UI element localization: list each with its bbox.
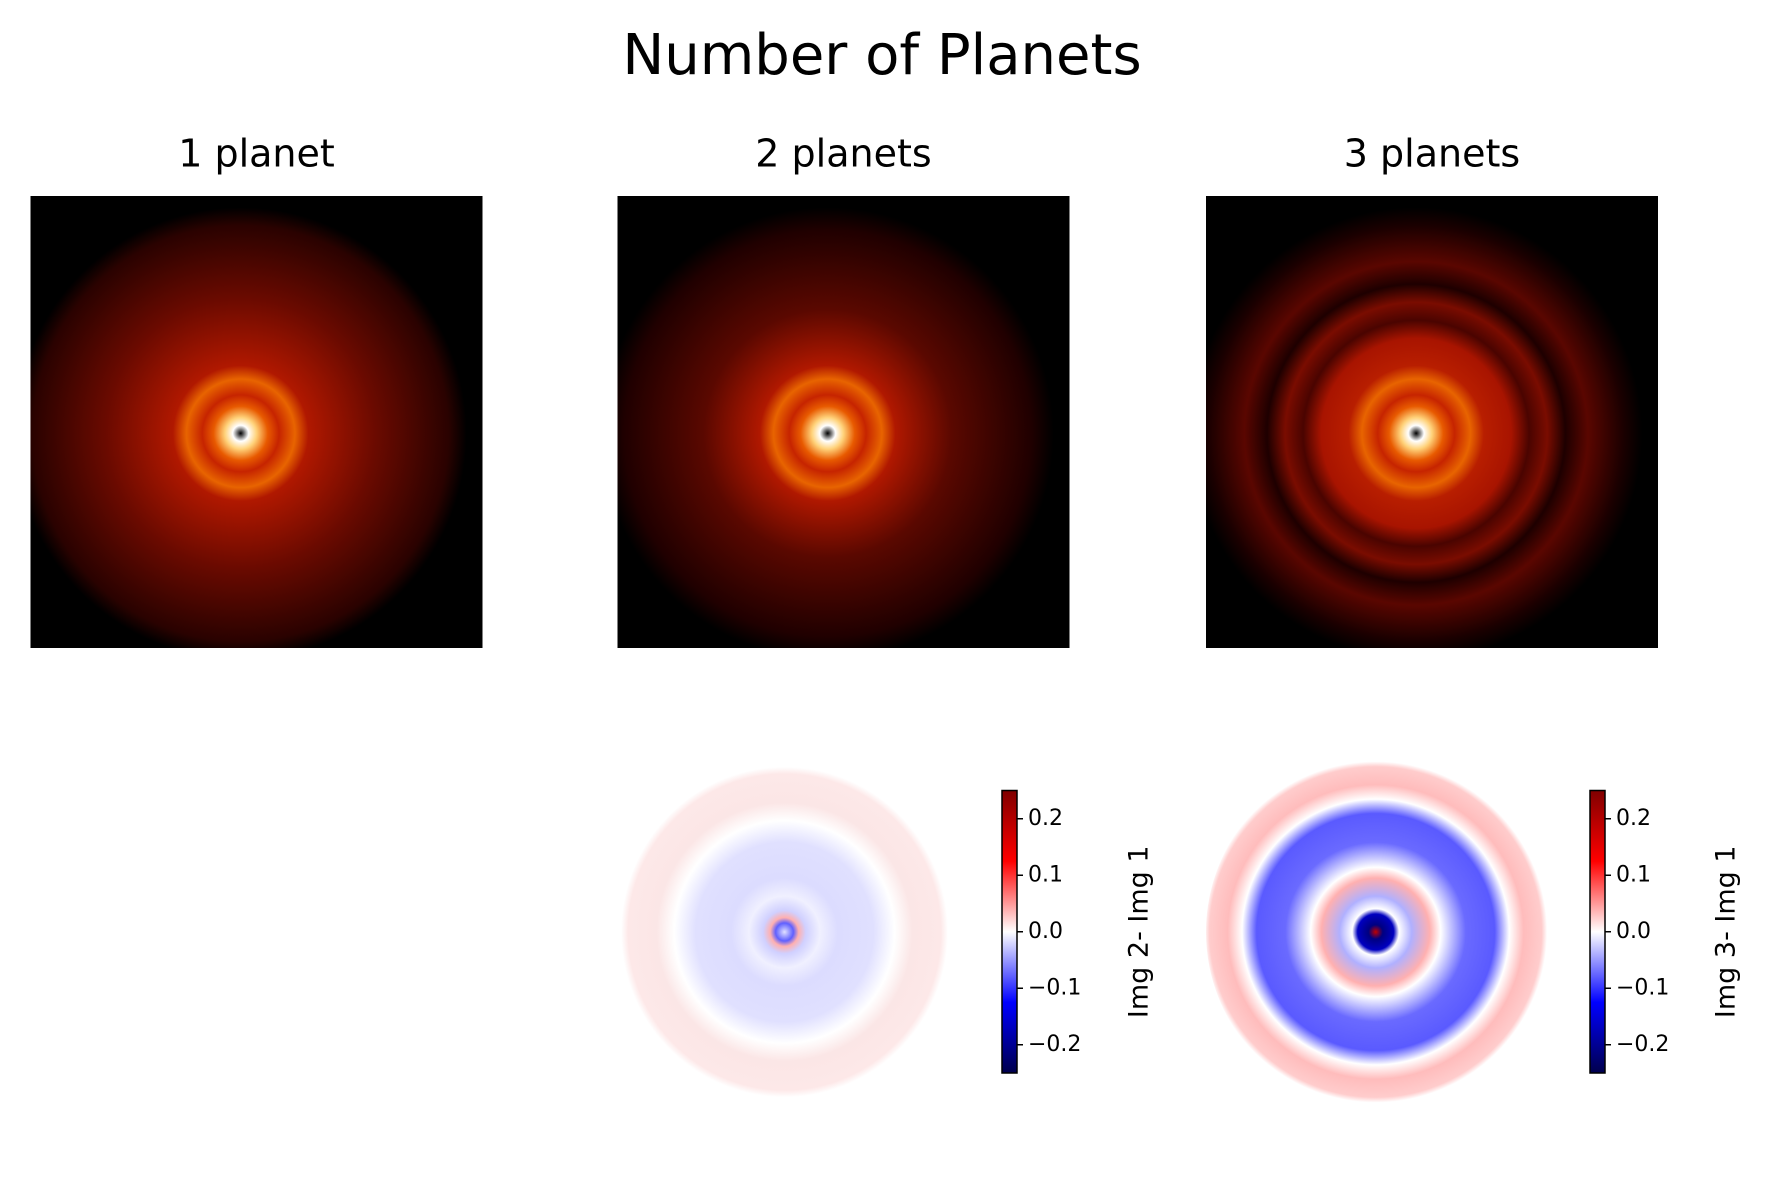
colorbar-tick-label: 0.1 (1616, 862, 1651, 887)
panel-title: 2 planets (755, 132, 931, 176)
heat-image (617, 196, 1070, 648)
colorbar-tick-label: −0.2 (1616, 1032, 1669, 1057)
heat-image (30, 196, 483, 648)
colorbar-tick-label: −0.1 (1616, 975, 1669, 1000)
difference-image (617, 752, 973, 1112)
colorbar (1001, 789, 1018, 1074)
heat-image (1206, 196, 1658, 648)
colorbar (1589, 789, 1606, 1074)
colorbar-tick-label: 0.1 (1028, 862, 1063, 887)
figure-title: Number of Planets (622, 23, 1141, 88)
colorbar-tick-label: −0.2 (1028, 1032, 1081, 1057)
difference-image (1206, 752, 1567, 1112)
panel-title: 3 planets (1344, 132, 1520, 176)
colorbar-tick-label: 0.0 (1616, 919, 1651, 944)
colorbar-label: Img 3- Img 1 (1711, 845, 1742, 1018)
colorbar-label: Img 2- Img 1 (1124, 845, 1155, 1018)
colorbar-tick-label: 0.2 (1028, 806, 1063, 831)
panel-title: 1 planet (178, 132, 335, 176)
colorbar-tick-label: 0.2 (1616, 806, 1651, 831)
colorbar-tick-label: −0.1 (1028, 975, 1081, 1000)
colorbar-tick-label: 0.0 (1028, 919, 1063, 944)
